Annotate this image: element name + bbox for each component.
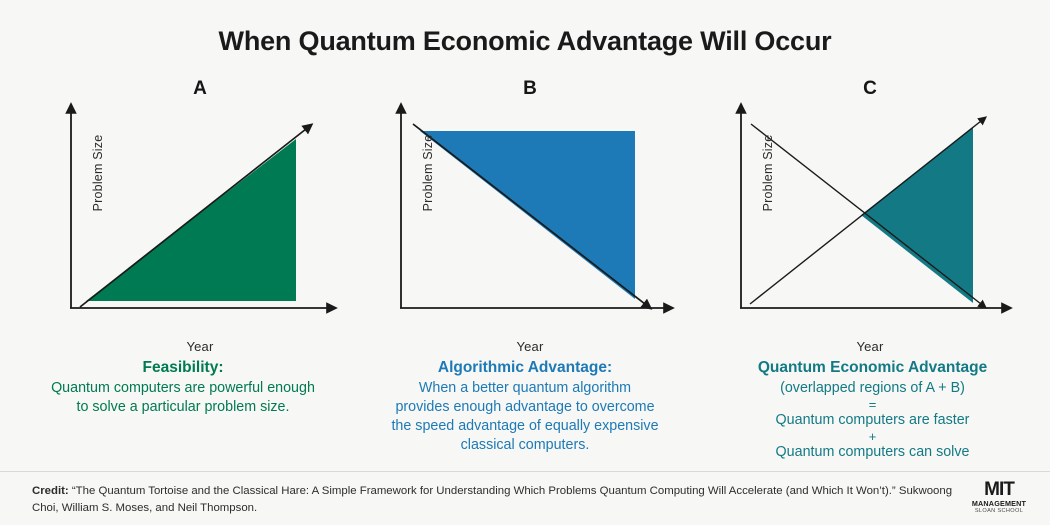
caption-a-line-1: Quantum computers are powerful enough [51,380,315,397]
credit-text: “The Quantum Tortoise and the Classical … [32,485,953,514]
chart-b-y-label: Problem Size [421,134,435,212]
chart-b-svg [395,102,675,314]
caption-b-line-4: classical computers. [460,437,590,454]
caption-a: Feasibility: Quantum computers are power… [18,358,348,417]
caption-a-heading: Feasibility: [142,359,224,376]
chart-a-trend-line [79,123,314,308]
caption-b: Algorithmic Advantage: When a better qua… [352,358,698,455]
panel-c: C [700,78,1040,354]
caption-c-subtitle: (overlapped regions of A + B) [780,380,965,397]
caption-c-line-faster: Quantum computers are faster [775,412,970,429]
panel-b-plot: Problem Size Year [360,96,700,354]
panel-b: B [360,78,700,354]
chart-a-x-label: Year [186,339,214,354]
caption-c-heading: Quantum Economic Advantage [757,359,988,376]
mit-sloan-school-line: SLOAN SCHOOL [974,508,1024,515]
chart-a-svg [65,102,338,314]
chart-c-overlap-fill [861,127,973,303]
panel-a-letter: A [193,78,207,99]
chart-b-trend-line [412,123,653,310]
credit-label: Credit: [32,485,69,497]
chart-c-falling-line [750,123,988,309]
caption-a-line-2: to solve a particular problem size. [76,399,290,416]
chart-b-fill [420,131,635,299]
chart-c-y-label: Problem Size [761,134,775,212]
caption-b-line-2: provides enough advantage to overcome [395,399,655,416]
chart-a-y-label: Problem Size [91,134,105,212]
caption-b-heading: Algorithmic Advantage: [437,359,613,376]
panel-b-letter: B [523,78,537,99]
panel-c-letter: C [863,78,877,99]
mit-wordmark: MIT [984,479,1015,500]
caption-c-line-solve: Quantum computers can solve [775,444,970,461]
mit-sloan-logo: MIT MANAGEMENT SLOAN SCHOOL [968,479,1030,515]
panel-c-plot: Problem Size Year [700,96,1040,354]
caption-b-line-1: When a better quantum algorithm [418,380,632,397]
chart-c-svg [735,102,1013,314]
caption-c-equals-operator: = [868,397,877,413]
caption-c-plus-operator: + [868,429,877,445]
mit-management-line: MANAGEMENT [971,499,1027,509]
panel-a: A [30,78,370,354]
chart-c-x-label: Year [856,339,884,354]
footer-divider [0,471,1050,472]
page-title: When Quantum Economic Advantage Will Occ… [218,26,832,56]
panel-a-plot: Problem Size Year [30,96,370,354]
caption-c: Quantum Economic Advantage (overlapped r… [700,358,1045,462]
chart-c-rising-line [749,116,988,305]
chart-b-x-label: Year [516,339,544,354]
credit: Credit: “The Quantum Tortoise and the Cl… [32,483,962,516]
caption-b-line-3: the speed advantage of equally expensive [391,418,659,435]
